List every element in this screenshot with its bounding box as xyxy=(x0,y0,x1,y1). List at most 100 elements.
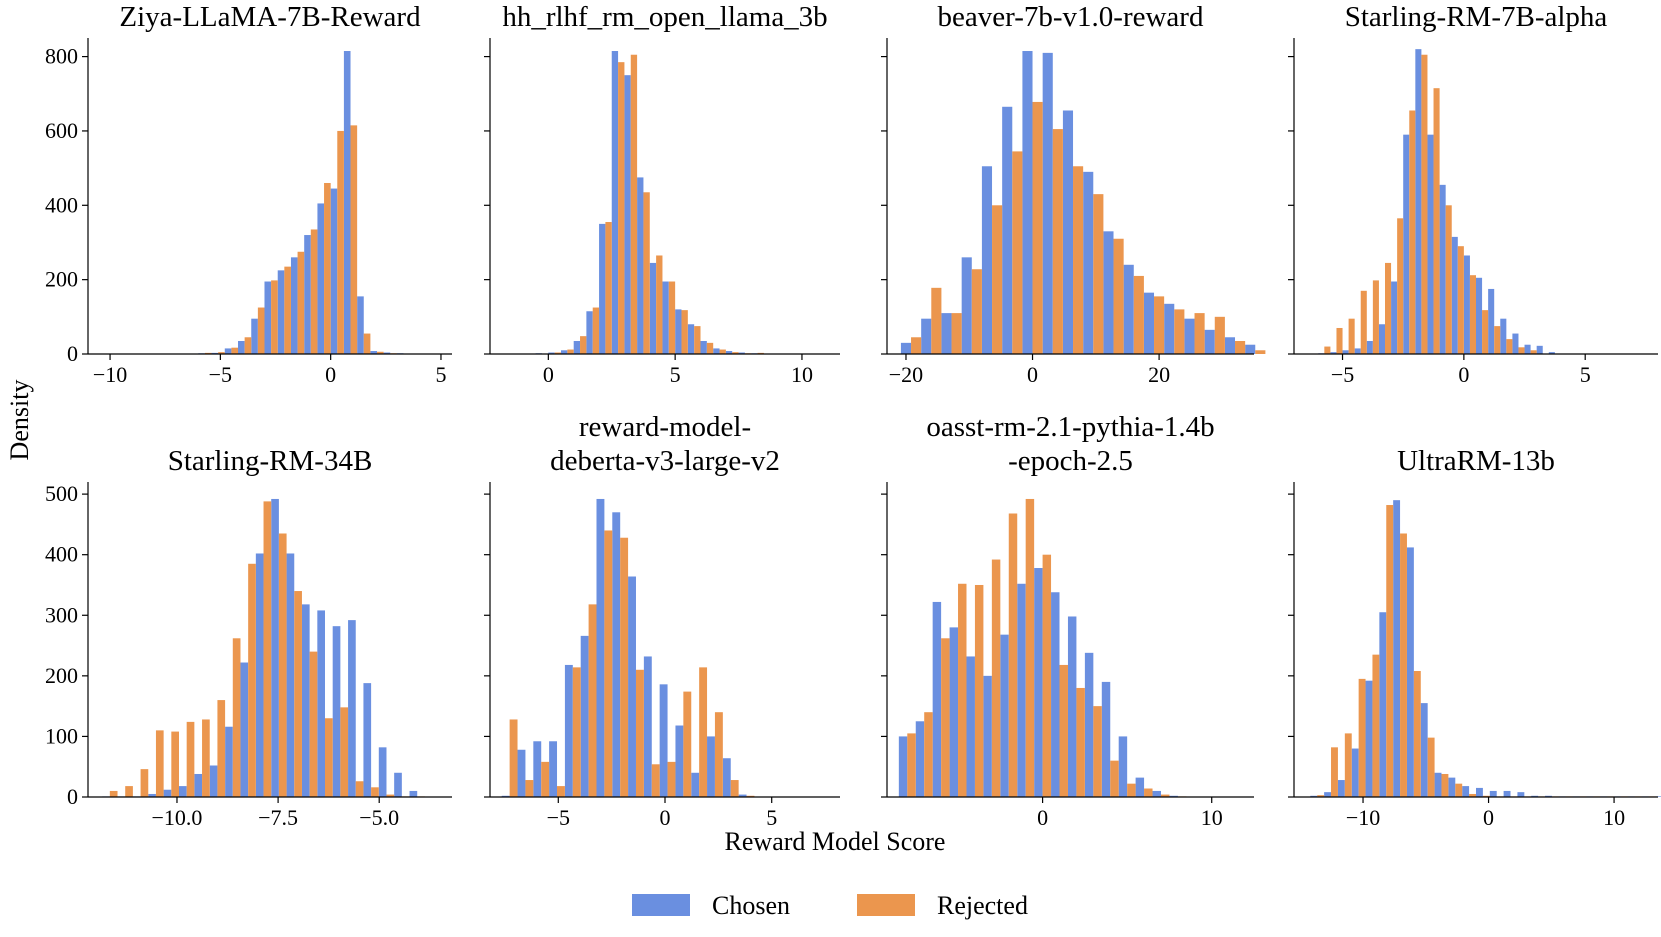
bar-rejected xyxy=(668,281,676,354)
y-tick-label: 300 xyxy=(45,602,78,627)
bar-rejected xyxy=(1113,238,1124,354)
bar-rejected xyxy=(971,269,982,354)
bar-rejected xyxy=(1372,654,1380,797)
bar-rejected xyxy=(155,730,164,797)
bar-chosen xyxy=(1366,340,1373,354)
x-tick-label: 5 xyxy=(435,362,446,387)
bar-chosen xyxy=(1548,352,1555,354)
bar-rejected xyxy=(1008,513,1018,797)
bar-chosen xyxy=(343,51,351,354)
panel-title: Ziya-LLaMA-7B-Reward xyxy=(119,1,421,33)
bar-chosen xyxy=(317,203,325,354)
bar-rejected xyxy=(1409,110,1416,355)
bar-rejected xyxy=(337,130,344,354)
bar-chosen xyxy=(1451,236,1458,354)
bar-rejected xyxy=(746,795,755,797)
bar-rejected xyxy=(1385,262,1392,354)
bar-rejected xyxy=(1441,773,1449,797)
bar-chosen xyxy=(580,635,589,797)
bar-chosen xyxy=(1169,795,1178,797)
bar-rejected xyxy=(681,310,688,354)
bar-chosen xyxy=(612,512,621,797)
bar-rejected xyxy=(1093,194,1104,354)
bar-chosen xyxy=(301,604,310,797)
bar-chosen xyxy=(643,656,652,797)
bar-chosen xyxy=(1434,772,1442,797)
bar-chosen xyxy=(1022,51,1033,354)
bar-chosen xyxy=(949,627,959,797)
bar-chosen xyxy=(1245,344,1256,354)
bar-rejected xyxy=(974,584,984,797)
bar-chosen xyxy=(1488,288,1495,354)
legend-swatch-rejected xyxy=(857,894,915,916)
bar-rejected xyxy=(1160,794,1170,797)
x-tick-label: 10 xyxy=(791,362,813,387)
bar-chosen xyxy=(1489,790,1497,797)
x-tick-label: −5 xyxy=(547,805,570,830)
bar-chosen xyxy=(1448,777,1456,797)
y-axis-label: Density xyxy=(5,380,34,461)
bar-rejected xyxy=(278,533,287,797)
bar-chosen xyxy=(1337,780,1345,797)
bar-chosen xyxy=(1403,134,1410,354)
bar-rejected xyxy=(643,192,650,354)
bar-chosen xyxy=(1017,583,1026,797)
bar-chosen xyxy=(378,747,387,797)
bar-chosen xyxy=(255,553,264,797)
x-tick-label: −5 xyxy=(209,362,232,387)
x-tick-label: 5 xyxy=(670,362,681,387)
bar-rejected xyxy=(907,733,916,797)
x-tick-label: 10 xyxy=(1201,805,1223,830)
bar-chosen xyxy=(1067,616,1077,797)
bar-rejected xyxy=(1518,347,1525,354)
bar-rejected xyxy=(263,501,272,797)
bar-rejected xyxy=(1457,246,1464,354)
bar-chosen xyxy=(1503,790,1511,797)
bar-chosen xyxy=(1184,318,1195,354)
bar-rejected xyxy=(924,712,933,797)
bar-rejected xyxy=(231,347,239,354)
bar-rejected xyxy=(1397,218,1404,354)
bar-chosen xyxy=(1391,281,1398,354)
bar-rejected xyxy=(1194,313,1205,354)
bar-rejected xyxy=(557,786,565,797)
bar-rejected xyxy=(1012,151,1023,354)
bar-chosen xyxy=(1351,748,1359,797)
y-tick-label: 200 xyxy=(45,267,78,292)
bar-chosen xyxy=(1365,680,1373,797)
bar-chosen xyxy=(1393,500,1401,797)
x-tick-label: 0 xyxy=(1027,362,1038,387)
panel-title: -epoch-2.5 xyxy=(1008,445,1133,477)
bar-chosen xyxy=(628,576,636,797)
bar-chosen xyxy=(573,340,581,354)
bar-chosen xyxy=(1512,333,1519,354)
bar-rejected xyxy=(567,349,574,354)
x-tick-label: −7.5 xyxy=(258,805,298,830)
bar-rejected xyxy=(1110,760,1119,797)
panel-4: −5 0 5 Starling-RM-7B-alpha xyxy=(1288,1,1658,387)
bar-rejected xyxy=(1127,783,1136,797)
bar-chosen xyxy=(277,270,285,354)
bar-chosen xyxy=(1427,134,1434,354)
bar-rejected xyxy=(931,287,942,354)
bar-rejected xyxy=(171,731,179,797)
bar-chosen xyxy=(1536,345,1543,354)
bar-chosen xyxy=(596,498,605,797)
bar-rejected xyxy=(630,54,638,354)
bar-rejected xyxy=(941,638,950,797)
bar-rejected xyxy=(1144,788,1153,797)
bar-rejected xyxy=(554,352,562,354)
legend-swatch-chosen xyxy=(632,894,690,916)
bar-chosen xyxy=(675,725,684,797)
bar-chosen xyxy=(637,177,644,354)
panel-title: Starling-RM-7B-alpha xyxy=(1345,1,1608,33)
y-tick-label: 800 xyxy=(45,44,78,69)
bar-rejected xyxy=(310,229,318,354)
bar-chosen xyxy=(1517,792,1525,797)
bar-rejected xyxy=(1400,533,1407,797)
bar-chosen xyxy=(966,656,975,797)
bar-chosen xyxy=(238,340,245,354)
bar-rejected xyxy=(257,307,265,354)
bar-chosen xyxy=(611,51,619,354)
bar-rejected xyxy=(618,62,625,354)
